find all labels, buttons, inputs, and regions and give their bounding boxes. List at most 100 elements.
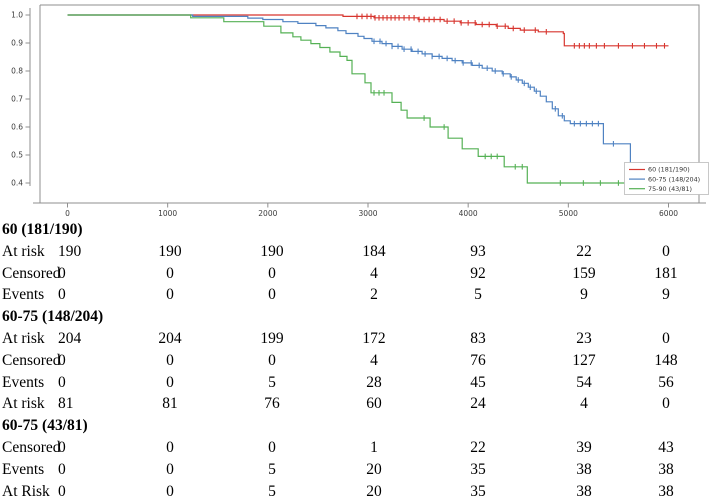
y-tick-label: 0.9 xyxy=(11,39,23,48)
risk-table: 60 (181/190) At risk 190 190 190 184 93 22 0 Cens… xyxy=(0,219,712,502)
table-cell: 5 xyxy=(268,482,276,500)
table-cell: 0 xyxy=(166,264,174,282)
table-cell: 0 xyxy=(268,286,276,304)
table-cell: 190 xyxy=(158,242,182,260)
legend-label: 60 (181/190) xyxy=(648,166,690,174)
row-label: Events xyxy=(2,286,45,304)
table-cell: 83 xyxy=(470,329,486,347)
table-cell: 172 xyxy=(362,329,386,347)
row-label: At risk xyxy=(2,329,45,347)
x-tick-label: 4000 xyxy=(459,209,478,218)
table-cell: 190 xyxy=(260,242,284,260)
table-cell: 0 xyxy=(166,373,174,391)
table-cell: 35 xyxy=(470,482,486,500)
table-cell: 9 xyxy=(580,286,588,304)
table-row: Censored 0 0 0 4 76 127 148 xyxy=(0,350,712,372)
table-cell: 204 xyxy=(158,329,182,347)
table-cell: 184 xyxy=(362,242,386,260)
table-cell: 0 xyxy=(662,242,670,260)
table-row: At Risk 0 0 5 20 35 38 38 xyxy=(0,481,712,503)
table-cell: 24 xyxy=(470,395,486,413)
table-cell: 1 xyxy=(370,438,378,456)
table-cell: 81 xyxy=(162,395,178,413)
x-tick-label: 1000 xyxy=(158,209,177,218)
km-plot: 1.0 0.9 0.8 0.7 0.6 0.5 0.4 0 1000 2000 3000 4000 50… xyxy=(11,4,709,218)
row-label: Censored xyxy=(2,438,61,456)
table-cell: 0 xyxy=(268,351,276,369)
censor-marks-2 xyxy=(373,90,619,186)
x-tick-label: 0 xyxy=(65,209,70,218)
table-cell: 0 xyxy=(662,329,670,347)
table-cell: 4 xyxy=(580,395,588,413)
table-row: Censored 0 0 0 1 22 39 43 xyxy=(0,437,712,459)
x-tick-label: 2000 xyxy=(258,209,277,218)
risk-group-header: 60-75 (43/81) xyxy=(2,417,88,435)
table-cell: 0 xyxy=(58,460,66,478)
table-cell: 38 xyxy=(658,482,674,500)
table-cell: 4 xyxy=(370,351,378,369)
table-cell: 39 xyxy=(576,438,592,456)
y-tick-label: 0.6 xyxy=(11,123,23,132)
x-tick-label: 6000 xyxy=(659,209,678,218)
risk-group-header: 60 (181/190) xyxy=(2,221,83,238)
table-cell: 92 xyxy=(470,264,486,282)
table-cell: 38 xyxy=(576,460,592,478)
table-cell: 127 xyxy=(572,351,596,369)
table-cell: 38 xyxy=(576,482,592,500)
table-row: Events 0 0 5 28 45 54 56 xyxy=(0,372,712,394)
table-cell: 0 xyxy=(166,351,174,369)
table-cell: 2 xyxy=(370,286,378,304)
table-cell: 43 xyxy=(658,438,674,456)
table-cell: 4 xyxy=(370,264,378,282)
y-tick-label: 0.5 xyxy=(11,151,23,160)
censor-marks-1 xyxy=(373,38,614,147)
table-cell: 190 xyxy=(58,242,82,260)
table-row: Events 0 0 0 2 5 9 9 xyxy=(0,284,712,306)
row-label: At Risk xyxy=(2,482,50,500)
table-row: At risk 190 190 190 184 93 22 0 xyxy=(0,241,712,263)
survival-curve-0 xyxy=(67,14,669,47)
row-label: Events xyxy=(2,460,45,478)
table-cell: 0 xyxy=(58,482,66,500)
table-cell: 76 xyxy=(470,351,486,369)
table-cell: 9 xyxy=(662,286,670,304)
row-label: At risk xyxy=(2,395,45,413)
censor-marks-0 xyxy=(356,13,666,49)
table-row: Censored 0 0 0 4 92 159 181 xyxy=(0,263,712,285)
row-label: At risk xyxy=(2,242,45,260)
risk-group-header: 60-75 (148/204) xyxy=(2,308,104,326)
table-cell: 5 xyxy=(474,286,482,304)
y-tick-label: 0.7 xyxy=(11,95,23,104)
table-cell: 93 xyxy=(470,242,486,260)
table-cell: 0 xyxy=(166,482,174,500)
table-cell: 0 xyxy=(58,373,66,391)
survival-curve-1 xyxy=(67,14,634,168)
table-cell: 5 xyxy=(268,460,276,478)
table-cell: 181 xyxy=(654,264,678,282)
row-label: Censored xyxy=(2,264,61,282)
y-tick-label: 1.0 xyxy=(11,11,23,20)
table-cell: 204 xyxy=(58,329,82,347)
y-tick-label: 0.8 xyxy=(11,67,23,76)
survival-curve-2 xyxy=(67,14,669,184)
table-cell: 20 xyxy=(366,460,382,478)
table-cell: 0 xyxy=(166,438,174,456)
table-cell: 20 xyxy=(366,482,382,500)
table-cell: 28 xyxy=(366,373,382,391)
y-tick-label: 0.4 xyxy=(11,179,23,188)
table-cell: 56 xyxy=(658,373,674,391)
row-label: Events xyxy=(2,373,45,391)
x-tick-label: 5000 xyxy=(559,209,578,218)
legend: 60 (181/190)60-75 (148/204) 75-90 (43/81) xyxy=(624,162,709,195)
table-cell: 199 xyxy=(260,329,284,347)
table-row: At risk 81 81 76 60 24 4 0 xyxy=(0,393,712,415)
table-cell: 0 xyxy=(58,351,66,369)
table-cell: 0 xyxy=(662,395,670,413)
row-label: Censored xyxy=(2,351,61,369)
legend-label: 75-90 (43/81) xyxy=(648,185,692,193)
table-cell: 148 xyxy=(654,351,678,369)
table-cell: 54 xyxy=(576,373,592,391)
table-cell: 0 xyxy=(268,438,276,456)
x-tick-label: 3000 xyxy=(358,209,377,218)
table-cell: 0 xyxy=(166,286,174,304)
